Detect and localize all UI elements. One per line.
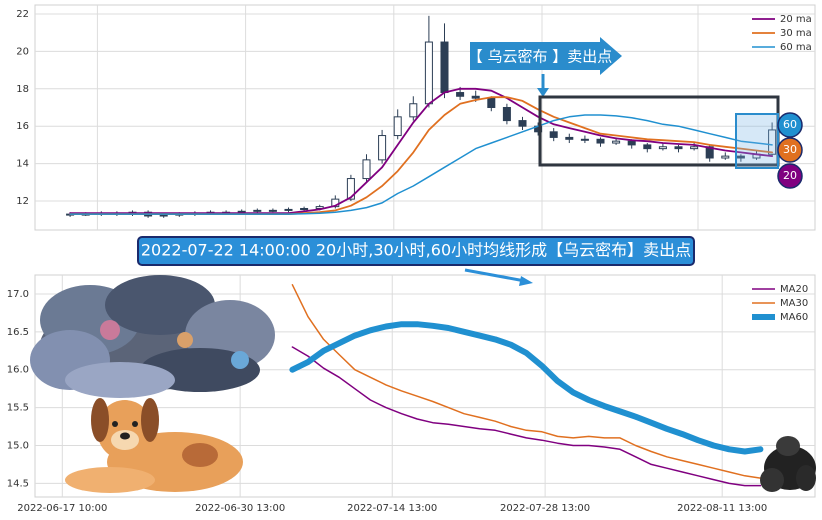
candle-body [518, 120, 527, 127]
candle-body [658, 146, 667, 150]
highlight-box [735, 113, 779, 169]
y-tick-label: 17.0 [7, 289, 29, 300]
dog-illustration [65, 398, 243, 493]
candle-body [159, 214, 168, 217]
candle-body [268, 209, 277, 212]
legend-label: 60 ma [780, 42, 812, 53]
ma-line [291, 284, 762, 479]
legend-label: 30 ma [780, 28, 812, 39]
y-tick-label: 15.0 [7, 440, 29, 451]
badge-label: 30 [783, 143, 797, 156]
candle-body [502, 106, 511, 122]
badge [777, 137, 803, 163]
candle-body [736, 155, 745, 159]
badge [777, 163, 803, 189]
signal-banner [470, 37, 622, 75]
candle-body [346, 178, 355, 200]
candle-body [596, 138, 605, 144]
candle-body [362, 159, 371, 180]
cloud-illustration [30, 275, 275, 398]
candle-body [393, 116, 402, 137]
candle-body [424, 41, 433, 105]
candle-body [690, 146, 699, 150]
ma-line [69, 114, 773, 215]
arrow [464, 268, 526, 283]
candle-body [721, 155, 730, 159]
candle-body [643, 144, 652, 150]
info-text: 2022-07-22 14:00:00 20小时,30小时,60小时均线形成【乌… [141, 241, 691, 260]
y-tick-label: 22 [16, 9, 29, 20]
candle-body [705, 146, 714, 159]
candle-body [612, 140, 621, 144]
decorations: 【 乌云密布 】卖出点 60 30 20 2022-07-22 14:00:00… [30, 37, 816, 493]
candle-body [674, 146, 683, 150]
arrow-head [519, 276, 533, 286]
candle-body [565, 136, 574, 140]
candle-body [409, 103, 418, 118]
info-banner [137, 236, 695, 266]
legend-label: MA60 [780, 312, 808, 323]
x-tick-label: 2022-08-11 13:00 [677, 503, 767, 514]
candle-body [471, 95, 480, 99]
ma-line [289, 321, 764, 455]
y-tick-label: 15.5 [7, 403, 29, 414]
badge-label: 20 [783, 169, 797, 182]
candle-body [768, 129, 777, 155]
y-tick-label: 12 [16, 196, 29, 207]
x-tick-label: 2022-07-28 13:00 [500, 503, 590, 514]
x-tick-label: 2022-06-30 13:00 [195, 503, 285, 514]
candle-body [627, 140, 636, 146]
candle-body [549, 131, 558, 138]
y-tick-label: 16.0 [7, 365, 29, 376]
y-tick-label: 18 [16, 84, 29, 95]
candle-body [300, 207, 309, 210]
candle-body [253, 209, 262, 212]
y-tick-label: 14 [16, 159, 29, 170]
candle-body [284, 208, 293, 211]
candle-body [580, 138, 589, 141]
arrow-head [537, 88, 549, 97]
legend-label: MA20 [780, 284, 808, 295]
candle-body [378, 135, 387, 161]
candle-body [237, 210, 246, 213]
ma-line [291, 346, 762, 487]
ma-line [69, 87, 773, 215]
x-tick-label: 2022-07-14 13:00 [347, 503, 437, 514]
y-tick-label: 16.5 [7, 327, 29, 338]
badge-label: 60 [783, 118, 797, 131]
badge [777, 112, 803, 138]
y-tick-label: 14.5 [7, 478, 29, 489]
candle-body [440, 41, 449, 94]
y-tick-label: 16 [16, 121, 29, 132]
dark-cloud-illustration [760, 436, 816, 492]
x-tick-label: 2022-06-17 10:00 [17, 503, 107, 514]
candle-body [456, 92, 465, 97]
signal-text: 【 乌云密布 】卖出点 [468, 48, 613, 66]
legend-label: 20 ma [780, 14, 812, 25]
legend-label: MA30 [780, 298, 808, 309]
y-tick-label: 20 [16, 46, 29, 57]
candle-body [487, 97, 496, 108]
